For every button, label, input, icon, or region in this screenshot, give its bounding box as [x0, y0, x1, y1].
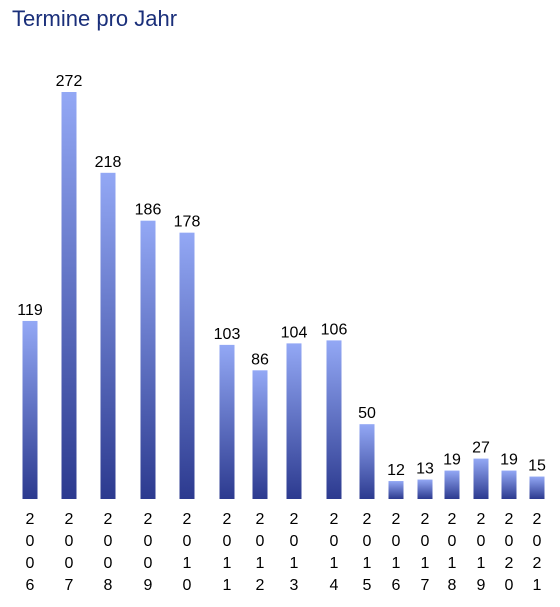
bar-2013 [286, 343, 302, 499]
bar-2019 [473, 458, 489, 499]
bar-2020 [501, 470, 517, 499]
x-tick-labels-group: 2 0 0 6 2 0 0 7 2 0 0 8 2 0 0 9 2 0 1 0 2 0 1 1 2 0 1 2 2 0 1 3 2 0 1 4 2 0 1 5… [26, 511, 542, 594]
value-label-2013: 104 [281, 324, 308, 341]
value-label-2016: 12 [387, 462, 405, 479]
bar-2014 [326, 340, 342, 499]
bar-2012 [252, 370, 268, 499]
bar-2008 [100, 172, 116, 500]
value-labels-group: 119 272 218 186 178 103 86 104 106 50 12 13 19 27 19 15 [17, 73, 546, 479]
value-label-2014: 106 [321, 321, 348, 338]
value-label-2006: 119 [17, 302, 43, 319]
value-label-2010: 178 [174, 214, 201, 231]
bar-2011 [219, 344, 235, 499]
value-label-2007: 272 [56, 73, 83, 90]
bar-2017 [417, 479, 433, 499]
bar-2006 [22, 320, 38, 499]
bar-2016 [388, 481, 404, 499]
bar-2018 [444, 470, 460, 499]
bar-2015 [359, 424, 375, 499]
chart-title: Termine pro Jahr [12, 6, 178, 31]
bar-2007 [61, 92, 77, 499]
bar-2010 [179, 232, 195, 499]
value-label-2020: 19 [500, 452, 518, 469]
value-label-2018: 19 [443, 452, 461, 469]
bar-2021 [529, 476, 545, 499]
value-label-2012: 86 [251, 351, 269, 368]
value-label-2021: 15 [528, 458, 546, 475]
bars-group [22, 92, 545, 500]
value-label-2008: 218 [95, 154, 122, 171]
value-label-2019: 27 [472, 440, 490, 457]
value-label-2009: 186 [135, 202, 162, 219]
value-label-2017: 13 [416, 461, 434, 478]
value-label-2011: 103 [214, 326, 241, 343]
bar-2009 [140, 220, 156, 499]
value-label-2015: 50 [358, 405, 376, 422]
